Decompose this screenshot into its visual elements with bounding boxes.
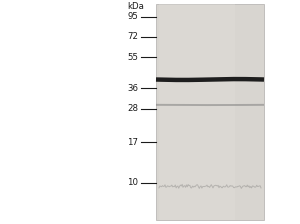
Text: 28: 28	[127, 104, 138, 113]
Bar	[159, 4, 235, 220]
Text: kDa: kDa	[127, 2, 144, 11]
Text: 36: 36	[127, 84, 138, 93]
Text: 95: 95	[127, 12, 138, 21]
Text: 72: 72	[127, 32, 138, 41]
Text: 10: 10	[127, 178, 138, 187]
Text: 17: 17	[127, 138, 138, 147]
Text: 55: 55	[127, 53, 138, 62]
Bar	[156, 4, 264, 220]
